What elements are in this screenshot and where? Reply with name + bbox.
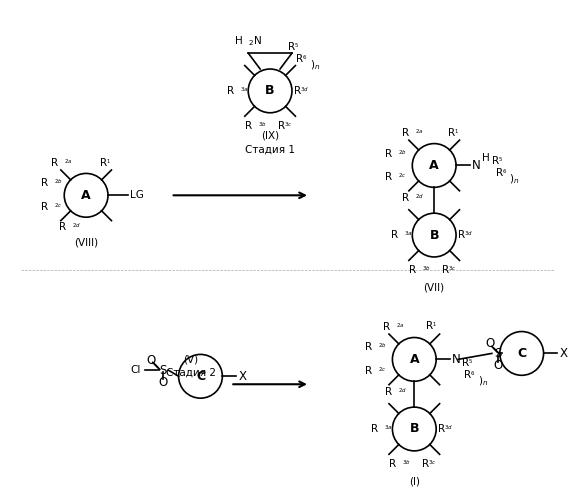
Text: R: R xyxy=(402,194,409,203)
Text: X: X xyxy=(559,347,568,360)
Text: $^{2d}$: $^{2d}$ xyxy=(398,388,407,396)
Text: R: R xyxy=(59,222,66,232)
Text: $^1$: $^1$ xyxy=(106,159,111,168)
Text: $^{2b}$: $^{2b}$ xyxy=(54,179,63,188)
Text: $^{3c}$: $^{3c}$ xyxy=(448,266,457,274)
Text: R: R xyxy=(385,172,392,182)
Text: $^{2b}$: $^{2b}$ xyxy=(378,343,387,352)
Text: B: B xyxy=(265,84,275,98)
Text: (VIII): (VIII) xyxy=(74,237,98,247)
Text: R: R xyxy=(385,387,392,397)
Text: LG: LG xyxy=(130,190,144,200)
Text: $^{2c}$: $^{2c}$ xyxy=(378,367,387,376)
Text: $^{3a}$: $^{3a}$ xyxy=(240,86,248,96)
Text: $^{3b}$: $^{3b}$ xyxy=(258,121,267,130)
Text: (VII): (VII) xyxy=(424,283,444,293)
Text: )$_n$: )$_n$ xyxy=(310,58,320,72)
Text: R: R xyxy=(409,265,416,275)
Text: R: R xyxy=(245,120,252,130)
Text: A: A xyxy=(409,353,419,366)
Text: Стадия 2: Стадия 2 xyxy=(166,368,216,378)
Text: C: C xyxy=(196,370,205,383)
Text: R: R xyxy=(288,42,295,52)
Text: R: R xyxy=(462,358,469,368)
Text: Стадия 1: Стадия 1 xyxy=(245,144,295,154)
Text: B: B xyxy=(430,228,439,241)
Text: $^{2b}$: $^{2b}$ xyxy=(398,149,407,158)
Text: $^{3c}$: $^{3c}$ xyxy=(284,121,292,130)
Text: $^{2a}$: $^{2a}$ xyxy=(396,322,405,331)
Text: C: C xyxy=(517,347,526,360)
Text: Cl: Cl xyxy=(131,366,141,376)
Text: N: N xyxy=(472,159,481,172)
Text: $^5$: $^5$ xyxy=(498,157,503,166)
Text: R: R xyxy=(296,54,303,64)
Text: B: B xyxy=(409,422,419,436)
Text: S: S xyxy=(159,364,166,377)
Text: $^{2d}$: $^{2d}$ xyxy=(415,194,424,203)
Text: $^{2a}$: $^{2a}$ xyxy=(415,128,424,137)
Text: $^6$: $^6$ xyxy=(470,371,475,380)
Text: A: A xyxy=(430,159,439,172)
Text: R: R xyxy=(464,370,471,380)
Text: $^1$: $^1$ xyxy=(432,321,437,330)
Text: $^{2d}$: $^{2d}$ xyxy=(72,222,81,232)
Text: )$_n$: )$_n$ xyxy=(478,374,488,388)
Text: N: N xyxy=(452,353,461,366)
Text: $^6$: $^6$ xyxy=(502,169,507,178)
Text: $^{2c}$: $^{2c}$ xyxy=(54,202,63,211)
Text: R: R xyxy=(365,366,373,376)
Text: R: R xyxy=(402,128,409,138)
Text: $^{3b}$: $^{3b}$ xyxy=(402,460,411,468)
Text: R: R xyxy=(371,424,378,434)
Text: R: R xyxy=(294,86,301,96)
Text: $^{2a}$: $^{2a}$ xyxy=(64,159,72,168)
Text: R: R xyxy=(496,168,503,178)
Text: $^{3b}$: $^{3b}$ xyxy=(422,266,431,274)
Text: $^{3d}$: $^{3d}$ xyxy=(300,86,309,96)
Text: $^{3d}$: $^{3d}$ xyxy=(444,424,453,434)
Text: O: O xyxy=(146,354,155,367)
Text: )$_n$: )$_n$ xyxy=(509,172,519,186)
Text: R: R xyxy=(365,342,373,352)
Text: O: O xyxy=(158,376,167,389)
Text: (I): (I) xyxy=(409,476,420,486)
Text: R: R xyxy=(422,459,430,469)
Text: R: R xyxy=(426,320,434,330)
Text: $^5$: $^5$ xyxy=(294,42,299,51)
Text: R: R xyxy=(448,128,455,138)
Text: R: R xyxy=(391,230,398,240)
Text: R: R xyxy=(389,459,396,469)
Text: A: A xyxy=(81,189,91,202)
Text: (V): (V) xyxy=(183,354,198,364)
Text: R: R xyxy=(385,148,392,158)
Text: R: R xyxy=(41,178,48,188)
Text: R: R xyxy=(442,265,449,275)
Text: $^5$: $^5$ xyxy=(468,359,473,368)
Text: R: R xyxy=(227,86,234,96)
Text: $^{3a}$: $^{3a}$ xyxy=(385,424,393,434)
Text: O: O xyxy=(485,337,494,350)
Text: O: O xyxy=(493,359,503,372)
Text: $^{2c}$: $^{2c}$ xyxy=(398,173,407,182)
Text: $^1$: $^1$ xyxy=(454,128,459,137)
Text: $_2$N: $_2$N xyxy=(248,34,262,48)
Text: (IX): (IX) xyxy=(261,130,279,140)
Text: $^6$: $^6$ xyxy=(302,54,307,64)
Text: H: H xyxy=(235,36,242,46)
Text: S: S xyxy=(494,347,501,360)
Text: $^{3a}$: $^{3a}$ xyxy=(404,230,413,239)
Text: R: R xyxy=(41,202,48,212)
Text: R: R xyxy=(492,156,499,166)
Text: X: X xyxy=(238,370,246,383)
Text: R: R xyxy=(100,158,107,168)
Text: R: R xyxy=(51,158,58,168)
Text: $^{3c}$: $^{3c}$ xyxy=(428,460,436,468)
Text: $^{3d}$: $^{3d}$ xyxy=(464,230,473,239)
Text: R: R xyxy=(438,424,445,434)
Text: R: R xyxy=(458,230,465,240)
Text: H: H xyxy=(482,152,490,162)
Text: R: R xyxy=(278,120,285,130)
Text: R: R xyxy=(384,322,390,332)
